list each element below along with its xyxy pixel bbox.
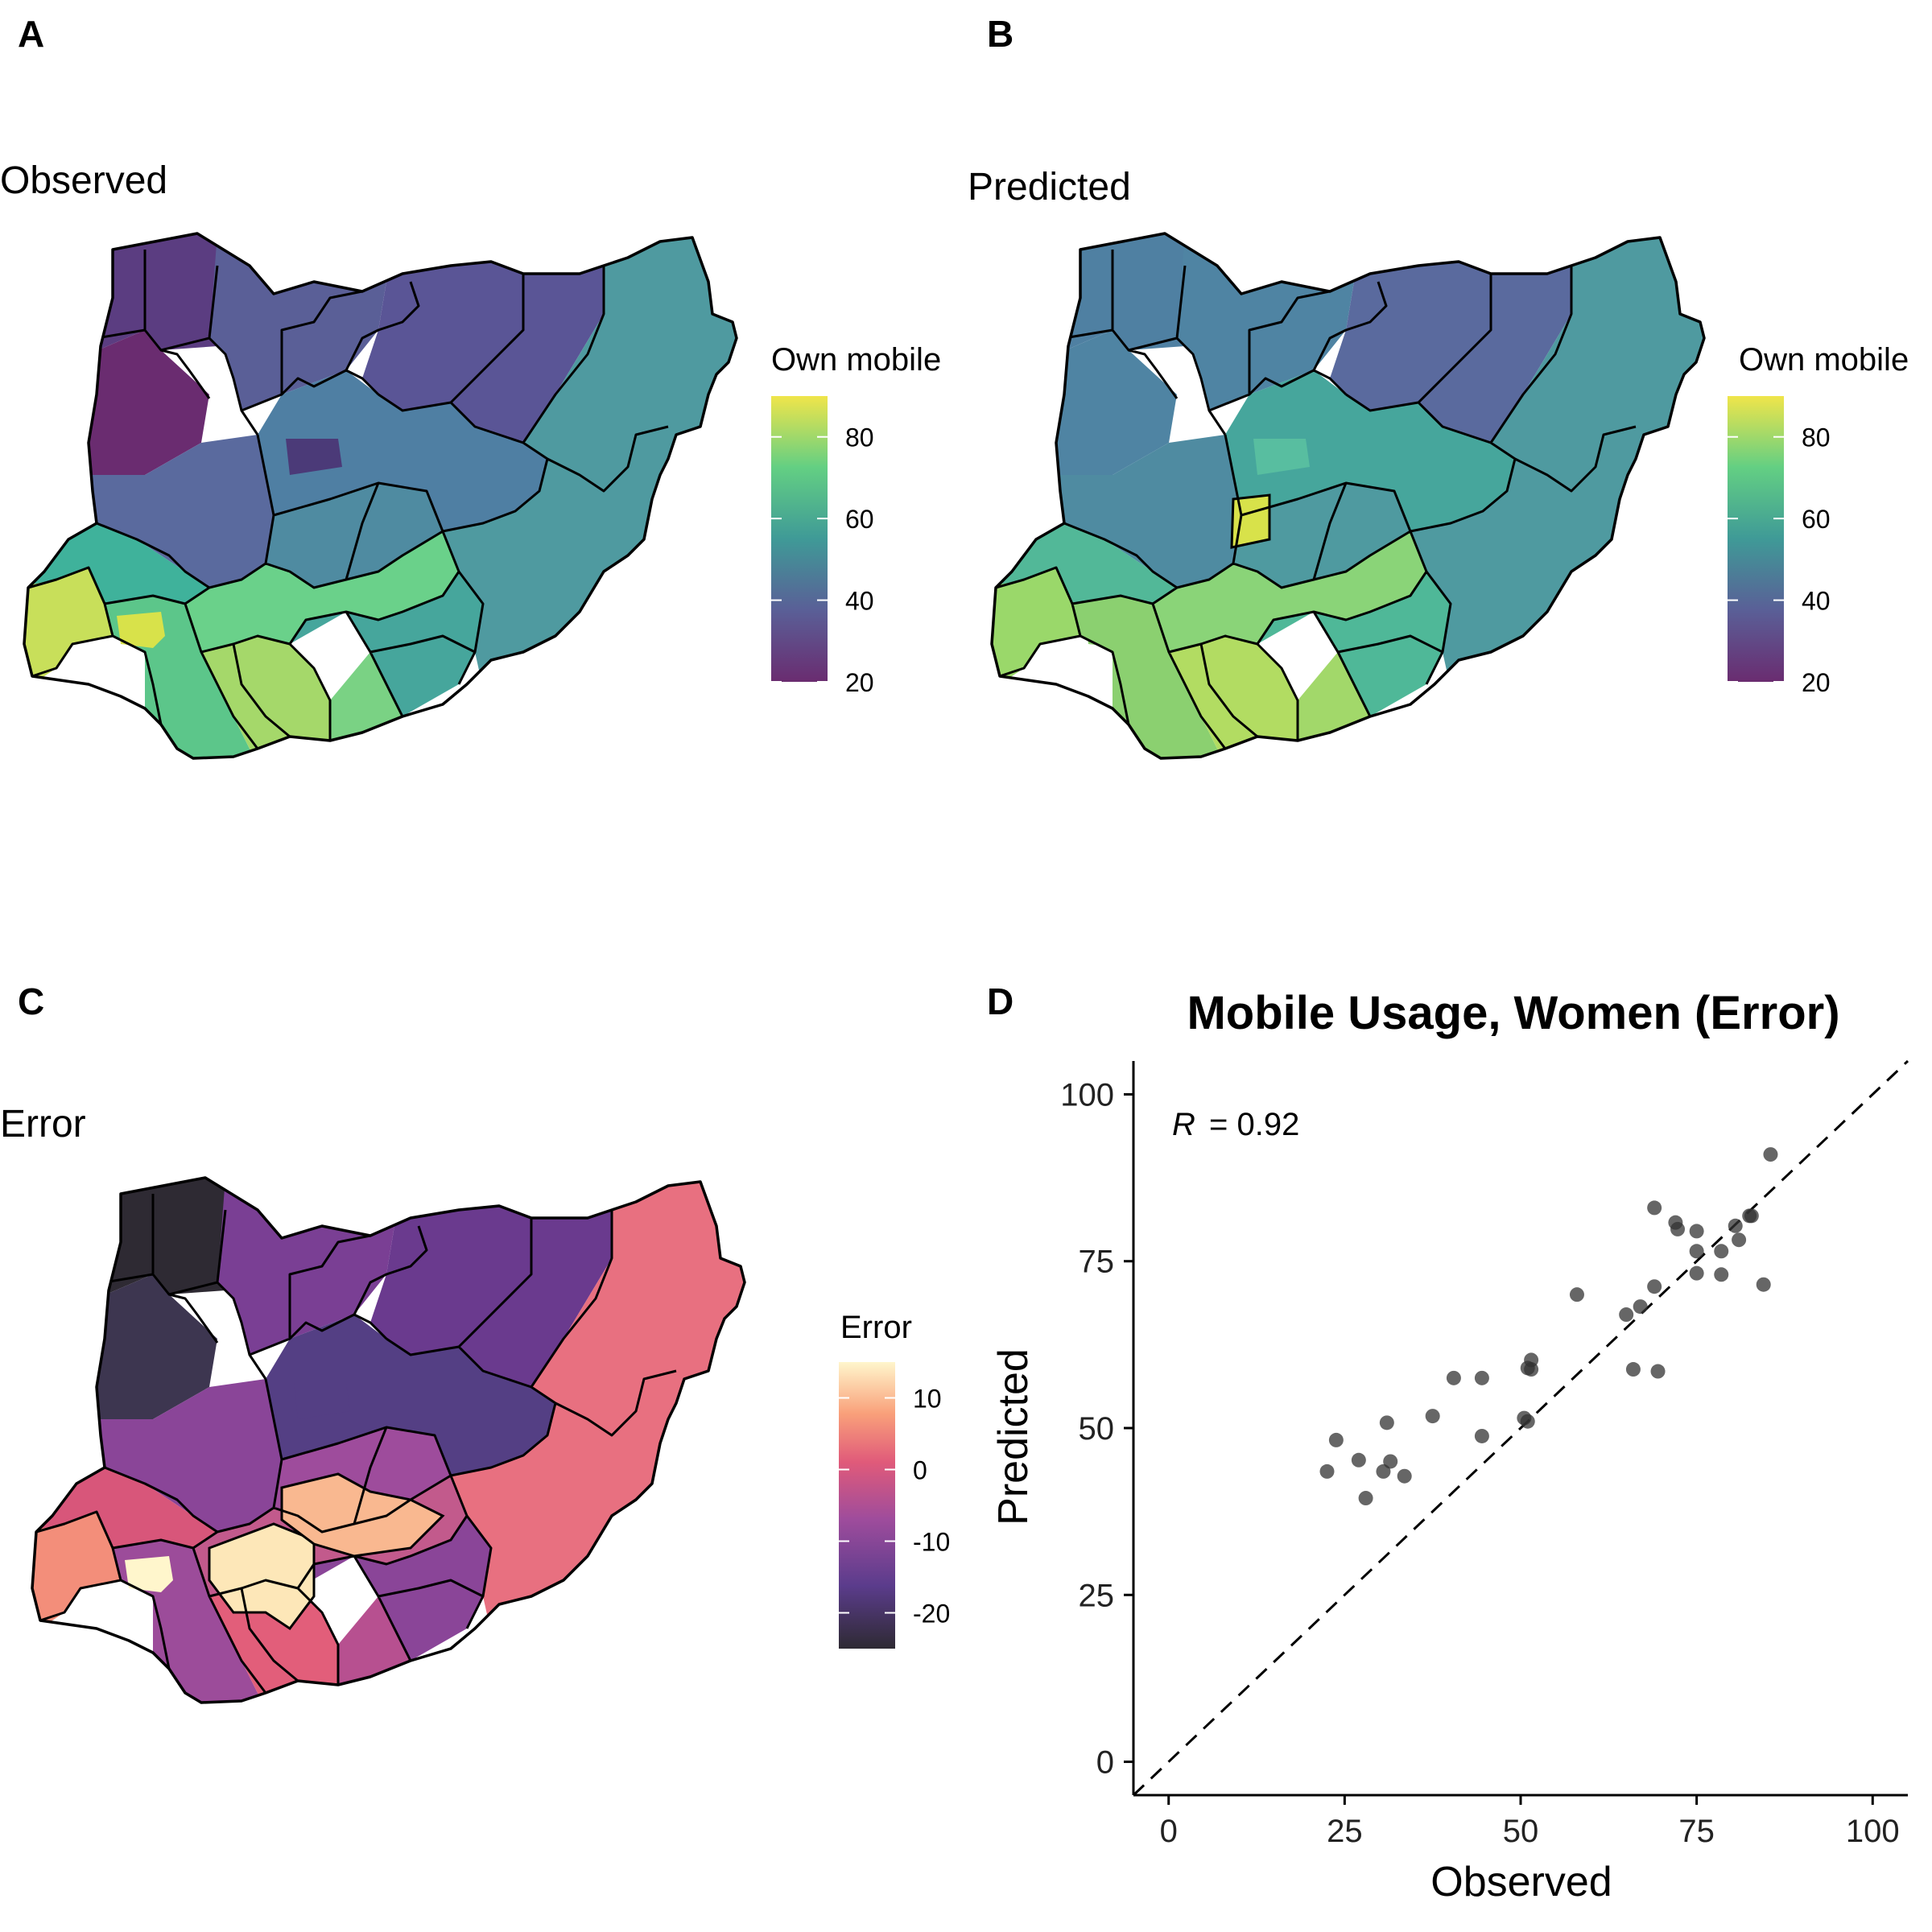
- scatter-point: [1383, 1454, 1398, 1469]
- map-error-highlight-2: [280, 1472, 445, 1558]
- scatter-point: [1689, 1265, 1704, 1281]
- scatter-point: [1744, 1208, 1759, 1224]
- legend-error-colorbar: [839, 1362, 895, 1649]
- scatter-points: [1319, 1147, 1778, 1506]
- scatter-point: [1569, 1287, 1584, 1302]
- y-tick-label: 100: [1060, 1077, 1114, 1113]
- y-tick-label: 50: [1079, 1411, 1115, 1447]
- scatter-point: [1446, 1370, 1461, 1385]
- y-tick-label: 0: [1096, 1745, 1114, 1781]
- x-tick-label: 100: [1846, 1814, 1900, 1849]
- y-tick-label: 25: [1079, 1578, 1115, 1613]
- scatter-point: [1689, 1224, 1704, 1239]
- scatter-point: [1763, 1147, 1778, 1162]
- scatter-x-ticks: 0 25 50 75 100: [1160, 1795, 1900, 1849]
- x-tick-label: 75: [1678, 1814, 1715, 1849]
- panel-b-letter: B: [987, 13, 1013, 55]
- legend-tick-label: 0: [913, 1456, 927, 1485]
- scatter-r-annotation: R = 0.92: [1172, 1107, 1299, 1142]
- scatter-point: [1619, 1307, 1634, 1323]
- panel-d: D Mobile Usage, Women (Error) 0 25 50 75 100…: [987, 980, 1909, 1905]
- panel-a-letter: A: [18, 13, 44, 55]
- legend-predicted-colorbar: [1728, 396, 1784, 682]
- panel-c-letter: C: [18, 980, 44, 1022]
- panel-c-title: Error: [0, 1103, 86, 1146]
- scatter-point: [1376, 1463, 1391, 1479]
- scatter-point: [1351, 1452, 1366, 1468]
- scatter-r-symbol: R: [1172, 1107, 1195, 1142]
- legend-error-ticks: 10 0 -10 -20: [839, 1385, 950, 1629]
- scatter-point: [1474, 1370, 1489, 1385]
- legend-tick-label: -10: [913, 1528, 950, 1557]
- legend-tick-label: -20: [913, 1600, 950, 1629]
- scatter-point: [1756, 1277, 1771, 1292]
- x-tick-label: 25: [1327, 1814, 1363, 1849]
- scatter-r-value: = 0.92: [1209, 1107, 1299, 1142]
- scatter-point: [1625, 1362, 1641, 1377]
- map-error-highlight-1: [208, 1522, 316, 1631]
- y-tick-label: 75: [1079, 1245, 1115, 1280]
- panel-c: C Error: [0, 980, 950, 1704]
- legend-predicted: Own mobile 20 40 60 80: [1728, 342, 1909, 697]
- legend-observed: Own mobile 20 40 60 80: [771, 342, 941, 697]
- x-tick-label: 0: [1160, 1814, 1178, 1849]
- map-observed: [23, 232, 738, 760]
- legend-observed-title: Own mobile: [771, 342, 941, 378]
- legend-tick-label: 80: [845, 423, 874, 452]
- scatter-point: [1647, 1279, 1662, 1294]
- scatter-point: [1714, 1244, 1729, 1259]
- map-predicted: [990, 232, 1706, 760]
- legend-tick-label: 80: [1802, 423, 1831, 452]
- legend-tick-label: 20: [1802, 668, 1831, 697]
- scatter-y-label: Predicted: [990, 1348, 1037, 1525]
- scatter-point: [1379, 1415, 1394, 1430]
- scatter-point: [1319, 1463, 1335, 1479]
- legend-observed-ticks: 20 40 60 80: [771, 423, 874, 697]
- legend-tick-label: 40: [845, 587, 874, 616]
- x-tick-label: 50: [1503, 1814, 1539, 1849]
- scatter-point: [1520, 1414, 1535, 1429]
- scatter-y-ticks: 0 25 50 75 100: [1060, 1077, 1133, 1781]
- legend-observed-colorbar: [771, 396, 828, 682]
- legend-predicted-ticks: 20 40 60 80: [1728, 423, 1831, 697]
- scatter-point: [1397, 1468, 1412, 1484]
- legend-tick-label: 60: [1802, 505, 1831, 534]
- panel-b-title: Predicted: [968, 166, 1131, 208]
- scatter-point: [1670, 1221, 1686, 1236]
- scatter-point: [1647, 1200, 1662, 1216]
- scatter-point: [1524, 1352, 1539, 1368]
- scatter-reference-line: [1132, 1059, 1909, 1797]
- legend-error-title: Error: [840, 1310, 912, 1345]
- scatter-point: [1633, 1299, 1648, 1315]
- legend-tick-label: 10: [913, 1385, 942, 1414]
- legend-tick-label: 60: [845, 505, 874, 534]
- scatter-point: [1650, 1364, 1666, 1379]
- legend-tick-label: 40: [1802, 587, 1831, 616]
- scatter-point: [1714, 1267, 1729, 1282]
- scatter-point: [1474, 1428, 1489, 1443]
- scatter-point: [1358, 1491, 1373, 1506]
- panel-a: A Observed: [0, 13, 941, 760]
- scatter-title: Mobile Usage, Women (Error): [1187, 987, 1839, 1039]
- legend-predicted-title: Own mobile: [1739, 342, 1909, 378]
- panel-b: B Predicted: [968, 13, 1909, 760]
- scatter-point: [1728, 1218, 1743, 1233]
- scatter-plot: 0 25 50 75 100 0 25 50 75 100 Observed Predicted…: [990, 1059, 1909, 1905]
- legend-tick-label: 20: [845, 668, 874, 697]
- scatter-point: [1732, 1232, 1747, 1248]
- scatter-x-label: Observed: [1430, 1859, 1612, 1905]
- legend-error: Error 10 0 -10 -20: [839, 1310, 950, 1649]
- scatter-point: [1328, 1432, 1344, 1447]
- panel-d-letter: D: [987, 980, 1013, 1022]
- scatter-point: [1689, 1244, 1704, 1259]
- scatter-point: [1425, 1409, 1440, 1424]
- panel-a-title: Observed: [0, 159, 167, 202]
- map-error: [31, 1176, 746, 1704]
